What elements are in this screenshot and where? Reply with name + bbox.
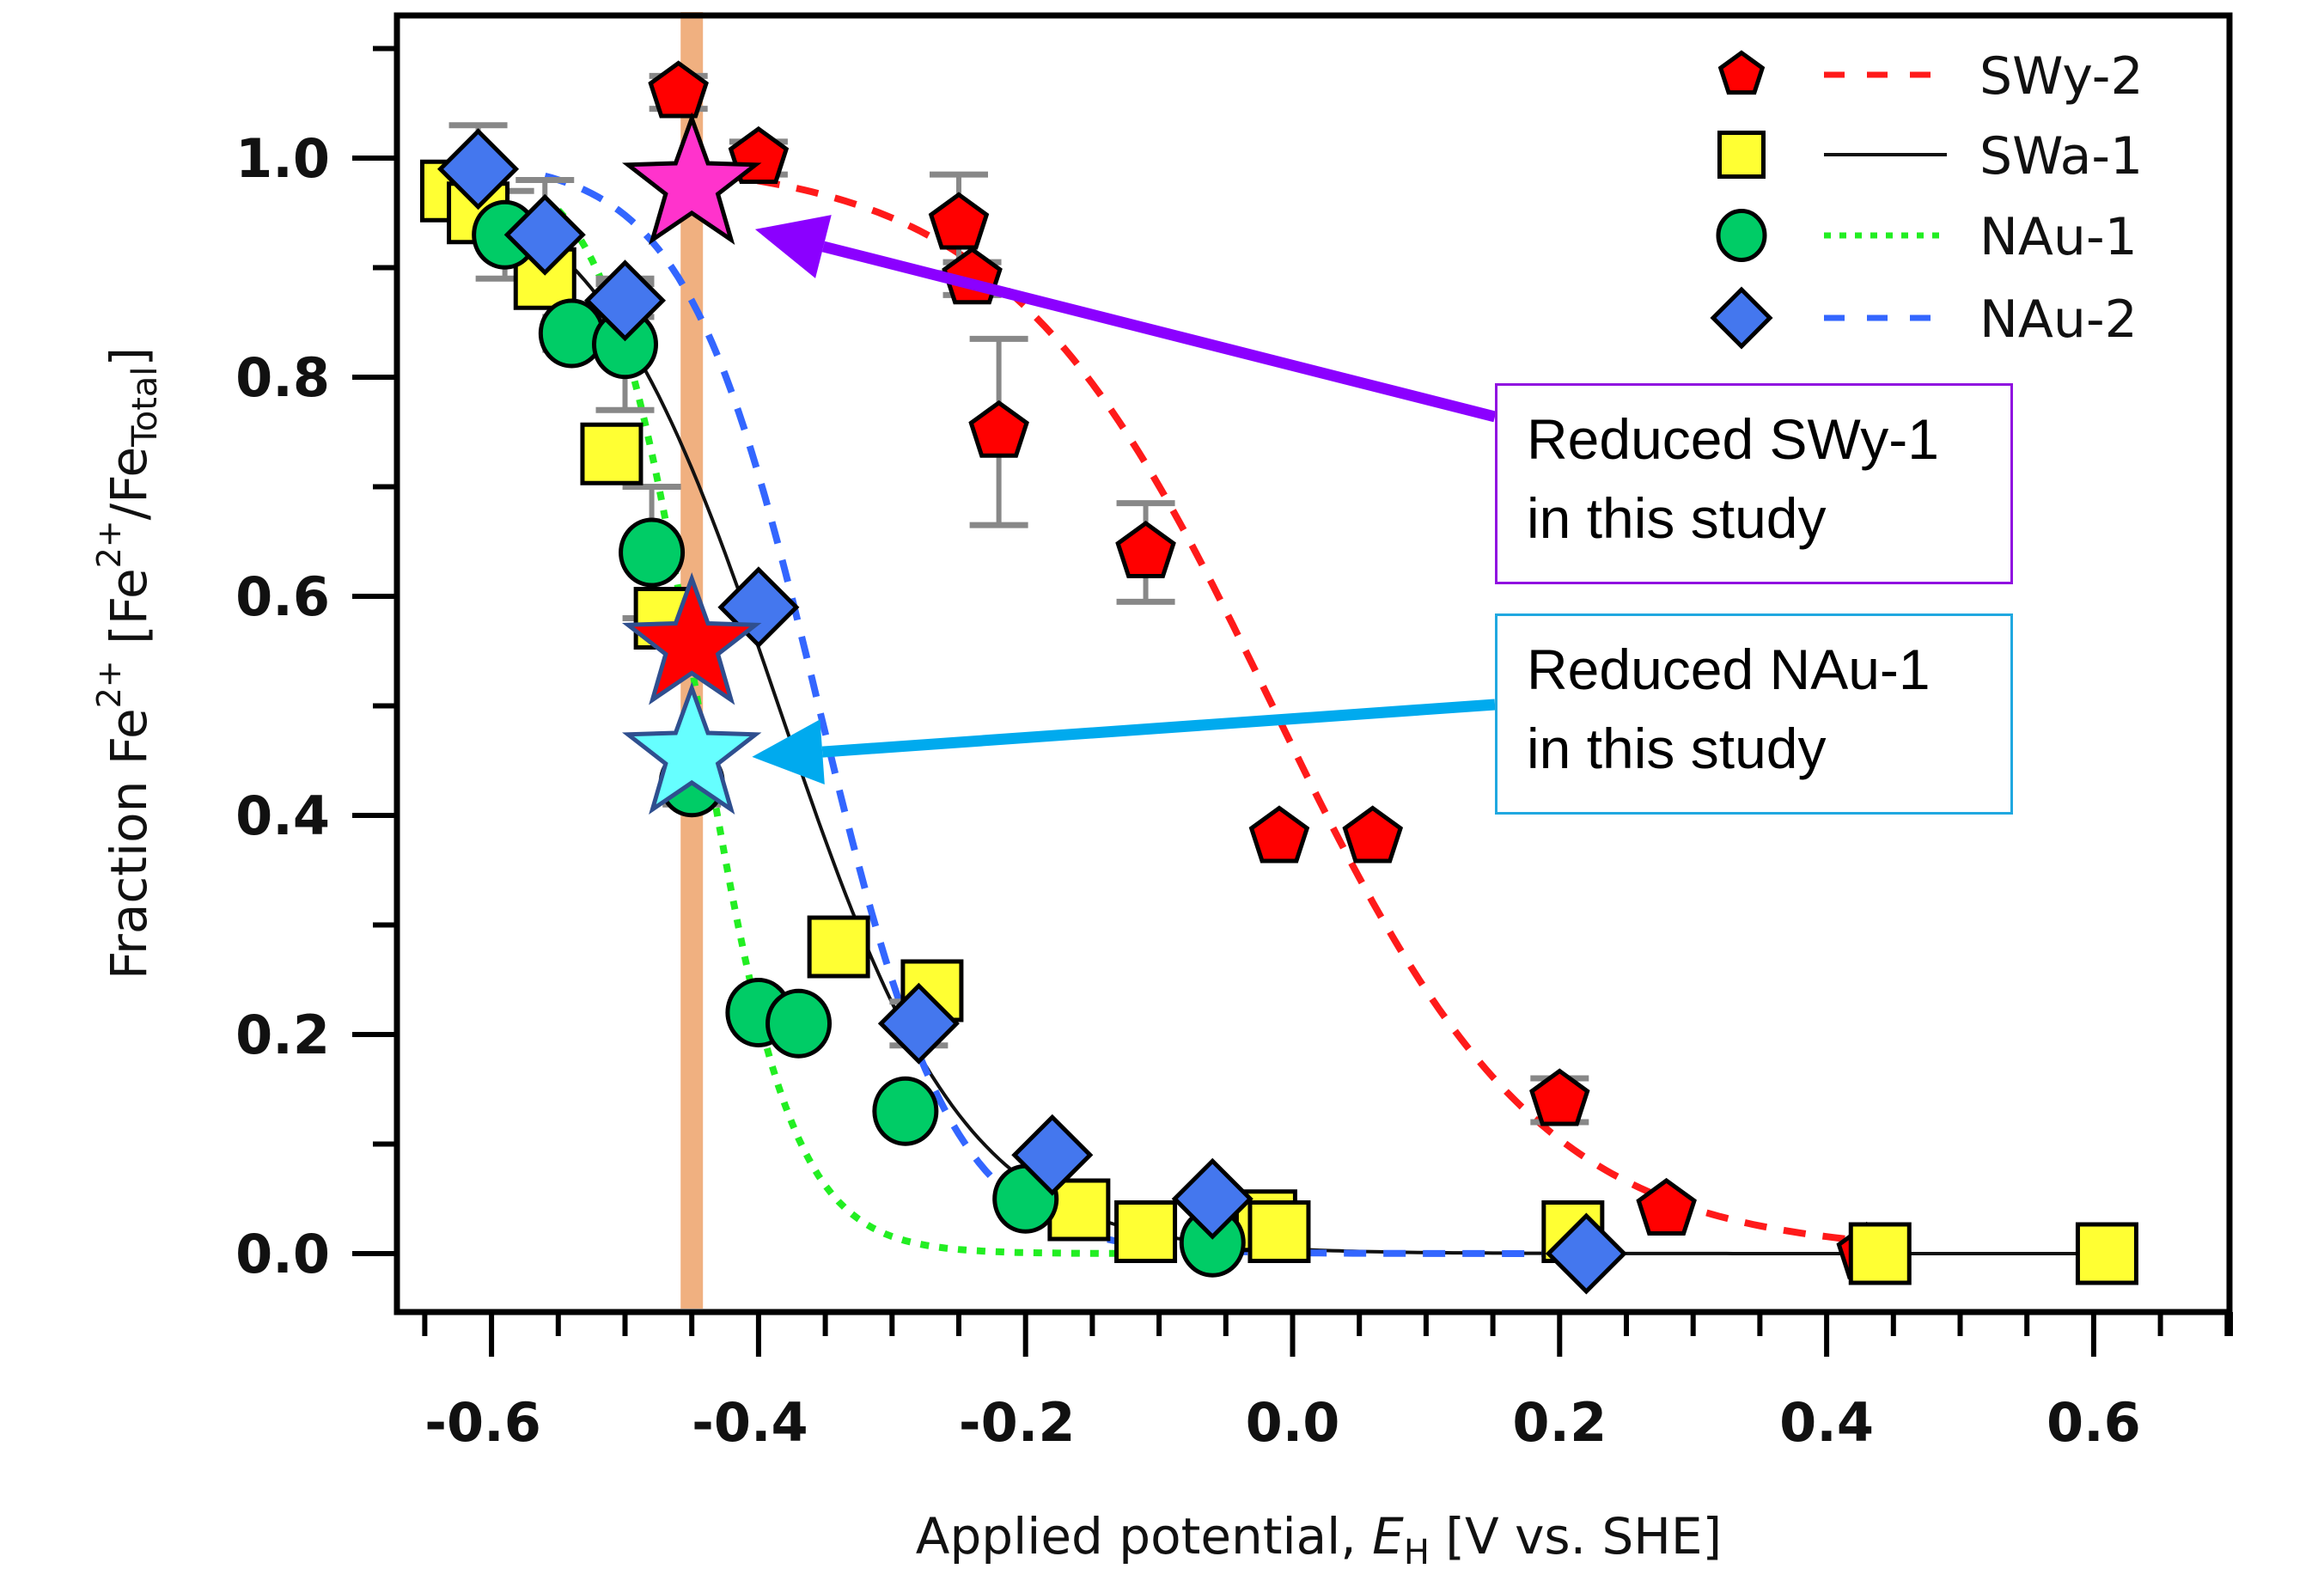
- data-point-swy-2-4: [968, 400, 1029, 458]
- legend: SWy-2 SWa-1 NAu-1 NAu-2: [1710, 46, 2144, 350]
- highlight-star-2: [621, 681, 762, 815]
- y-axis-ticks: 0.0 0.2 0.4 0.6 0.8 1.0: [235, 46, 397, 1285]
- annotation-box-nau1: Reduced NAu-1 in this study: [1495, 613, 2013, 815]
- highlight-star-0: [621, 112, 762, 245]
- x-tick-label: -0.4: [692, 1391, 808, 1454]
- x-tick-label: 0.4: [1779, 1391, 1874, 1454]
- data-point-nau-1-7: [872, 1076, 939, 1146]
- data-point-swa-1-7: [1047, 1178, 1111, 1242]
- data-point-swa-1-8: [1114, 1200, 1178, 1263]
- x-tick-label: 0.2: [1512, 1391, 1607, 1454]
- data-point-swy-2-0: [648, 60, 709, 119]
- data-point-swa-1-3: [580, 422, 644, 485]
- annotation-arrow-shaft-0: [821, 241, 1497, 423]
- data-point-nau-2-0: [437, 128, 520, 211]
- annotation-arrow-head-1: [752, 719, 825, 785]
- data-point-swa-1-13: [2075, 1222, 2138, 1285]
- data-point-swy-2-6: [1248, 805, 1310, 864]
- annotation-box-swy1: Reduced SWy-1 in this study: [1495, 383, 2013, 584]
- data-point-swy-2-5: [1115, 520, 1176, 578]
- annotation-arrows: [752, 215, 1497, 785]
- y-tick-label: 0.4: [235, 784, 330, 847]
- highlight-star-1: [621, 572, 762, 705]
- annotation-swy1-line1: Reduced SWy-1: [1527, 407, 1939, 471]
- y-tick-label: 0.8: [235, 346, 330, 409]
- data-point-nau-2-6: [1171, 1157, 1253, 1240]
- annotation-arrow-shaft-1: [821, 699, 1496, 758]
- data-point-swy-2-2: [928, 192, 990, 250]
- data-point-swy-2-8: [1529, 1068, 1590, 1126]
- legend-marker-swa-1: [1717, 131, 1766, 179]
- legend-label-swa-1: SWa-1: [1979, 126, 2143, 186]
- x-tick-label: 0.6: [2046, 1391, 2141, 1454]
- data-point-swy-2-7: [1342, 805, 1404, 864]
- data-point-swy-2-9: [1636, 1177, 1697, 1236]
- legend-label-nau-2: NAu-2: [1979, 290, 2138, 350]
- y-tick-label: 0.2: [235, 1004, 330, 1066]
- x-axis-ticks: -0.6 -0.4 -0.2 0.0 0.2 0.4 0.6: [422, 1312, 2233, 1454]
- legend-label-nau-1: NAu-1: [1979, 207, 2138, 267]
- data-point-nau-2-2: [583, 259, 667, 342]
- annotation-swy1-line2: in this study: [1527, 486, 1827, 550]
- legend-marker-nau-2: [1710, 286, 1773, 350]
- y-tick-label: 0.6: [235, 565, 330, 628]
- data-point-nau-1-1: [538, 298, 605, 369]
- y-tick-label: 0.0: [235, 1223, 330, 1285]
- data-point-nau-2-4: [877, 982, 960, 1065]
- legend-marker-swy-2: [1717, 50, 1766, 95]
- data-point-nau-1-3: [619, 517, 686, 588]
- x-tick-label: -0.6: [424, 1391, 541, 1454]
- data-point-swa-1-12: [1848, 1222, 1912, 1285]
- data-points-layer: [419, 60, 2138, 1295]
- data-point-nau-1-6: [766, 988, 833, 1059]
- x-tick-label: 0.0: [1246, 1391, 1340, 1454]
- legend-label-swy-2: SWy-2: [1979, 46, 2144, 107]
- data-point-nau-2-1: [503, 193, 586, 276]
- data-point-swa-1-5: [807, 915, 870, 979]
- annotation-arrow-head-0: [754, 215, 832, 278]
- highlight-stars-layer: [621, 112, 762, 815]
- data-point-nau-2-7: [1545, 1212, 1627, 1295]
- annotation-nau1-line2: in this study: [1527, 717, 1827, 780]
- annotation-nau1-line1: Reduced NAu-1: [1527, 638, 1931, 701]
- plot-frame: [393, 12, 2233, 1315]
- data-point-nau-2-5: [1011, 1114, 1094, 1196]
- legend-marker-nau-1: [1716, 209, 1767, 262]
- x-tick-label: -0.2: [959, 1391, 1076, 1454]
- y-axis-title: Fraction Fe2+ [Fe2+/FeTotal]: [90, 347, 165, 980]
- data-point-swa-1-10: [1247, 1200, 1311, 1263]
- x-axis-title: Applied potential, EH [V vs. SHE]: [916, 1507, 1722, 1572]
- y-tick-label: 1.0: [235, 127, 330, 190]
- axes-frame: [393, 12, 2233, 1315]
